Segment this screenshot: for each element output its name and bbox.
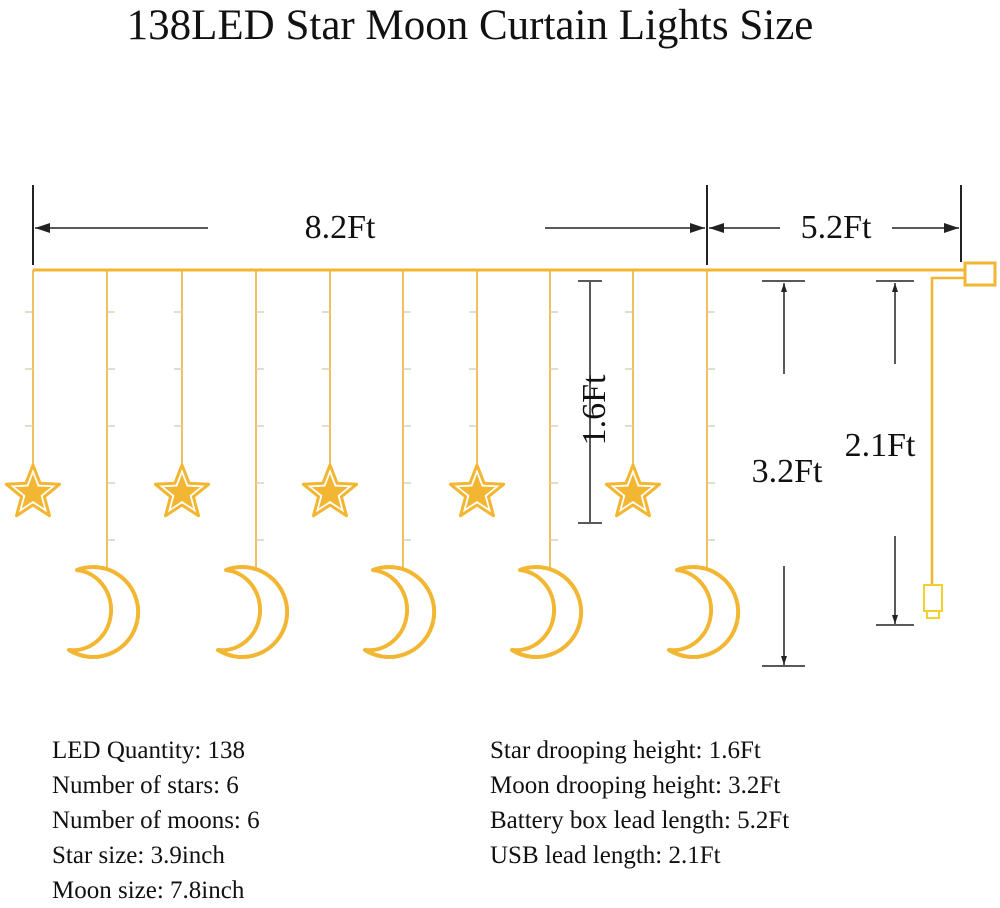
star-drop-label: 1.6Ft: [576, 374, 613, 445]
usb-plug: [923, 584, 943, 612]
moon-icon: [667, 565, 741, 659]
spec-moon-count: Number of moons: 6: [52, 807, 260, 834]
spec-star-drop: Star drooping height: 1.6Ft: [490, 737, 761, 764]
spec-star-size: Star size: 3.9inch: [52, 842, 225, 869]
spec-moon-size: Moon size: 7.8inch: [52, 877, 245, 904]
star-fill: [311, 474, 349, 509]
arrowhead-icon: [781, 283, 787, 292]
arrowhead-icon: [781, 656, 787, 665]
usb-plug-tip: [926, 610, 940, 619]
diagram-title: 138LED Star Moon Curtain Lights Size: [126, 2, 814, 49]
width-label: 8.2Ft: [305, 209, 376, 246]
moon-icon: [363, 565, 437, 659]
moon-drop-label: 3.2Ft: [752, 453, 823, 490]
usb-cord: [930, 276, 965, 585]
curtain-lights-diagram: 8.2Ft 5.2Ft 1.6Ft 3.2Ft 2.1Ft: [4, 185, 997, 667]
specs-right-column: Star drooping height: 1.6Ft Moon droopin…: [490, 733, 789, 873]
moon-icon: [510, 565, 584, 659]
arrowhead-icon: [892, 615, 898, 624]
arrowhead-icon: [709, 223, 724, 233]
usb-lead-label: 2.1Ft: [845, 427, 916, 464]
star-fill: [14, 474, 52, 509]
moon-icon: [67, 565, 141, 659]
star-fill: [614, 474, 652, 509]
spec-led-quantity: LED Quantity: 138: [52, 737, 246, 764]
spec-usb-lead: USB lead length: 2.1Ft: [490, 842, 721, 869]
battery-lead-label: 5.2Ft: [801, 209, 872, 246]
arrowhead-icon: [690, 223, 705, 233]
spec-battery-lead: Battery box lead length: 5.2Ft: [490, 807, 790, 834]
spec-star-count: Number of stars: 6: [52, 772, 239, 799]
spec-moon-drop: Moon drooping height: 3.2Ft: [490, 772, 781, 799]
light-strands: [4, 270, 741, 659]
moon-icon: [216, 565, 290, 659]
star-fill: [163, 474, 201, 509]
arrowhead-icon: [892, 283, 898, 292]
specs-left-column: LED Quantity: 138 Number of stars: 6 Num…: [52, 733, 260, 908]
battery-box: [963, 261, 997, 287]
arrowhead-icon: [35, 223, 50, 233]
arrowhead-icon: [944, 223, 959, 233]
star-fill: [458, 474, 496, 509]
